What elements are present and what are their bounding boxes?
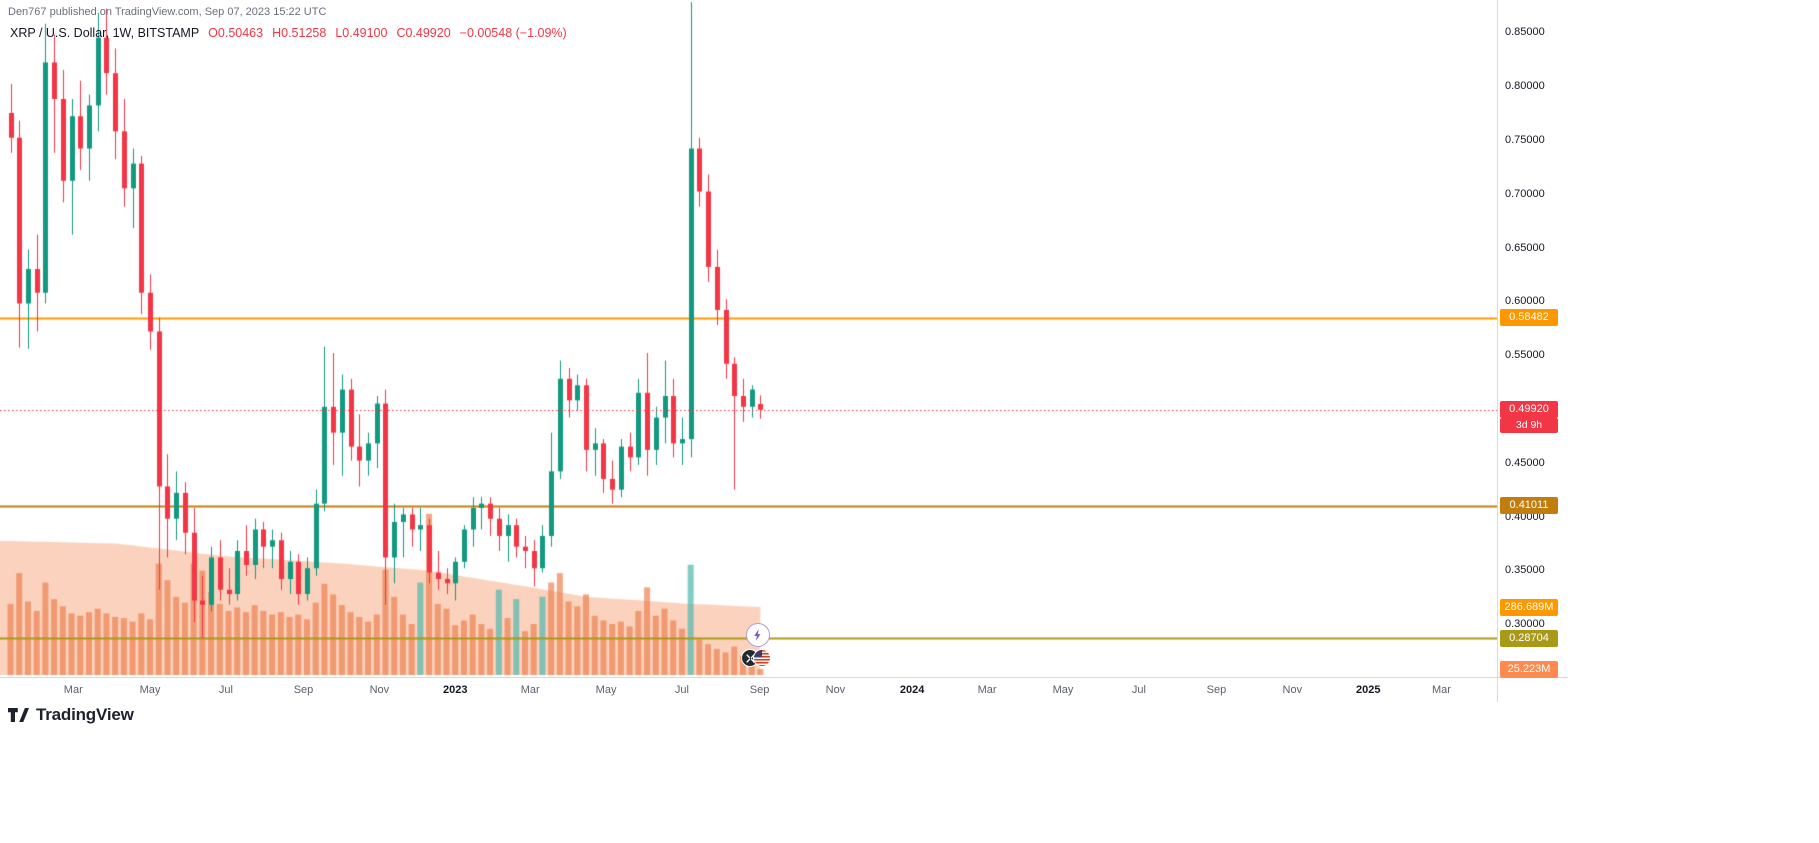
volume-badge: 25.223M xyxy=(1500,660,1558,678)
time-tick-label: Mar xyxy=(520,684,540,696)
tradingview-logo[interactable]: TradingView xyxy=(8,705,134,725)
level-price-badge: 0.41011 xyxy=(1500,497,1558,515)
price-tick-label: 0.80000 xyxy=(1505,80,1545,93)
time-tick-label: 2025 xyxy=(1355,684,1381,696)
chart-canvas[interactable] xyxy=(0,0,1497,678)
volume-badge: 286.689M xyxy=(1500,598,1558,616)
time-axis-separator xyxy=(0,677,1568,678)
time-tick-label: Jul xyxy=(1131,684,1146,696)
time-tick-label: Jul xyxy=(218,684,233,696)
level-price-badge: 0.28704 xyxy=(1500,629,1558,647)
time-tick-label: May xyxy=(595,684,617,696)
ohlc-low: L0.49100 xyxy=(335,26,388,40)
price-tick-label: 0.45000 xyxy=(1505,456,1545,469)
time-tick-label: Sep xyxy=(749,684,770,696)
instrument-pair-logo xyxy=(741,649,775,667)
price-tick-label: 0.65000 xyxy=(1505,241,1545,254)
price-axis-separator xyxy=(1497,0,1498,702)
time-tick-label: May xyxy=(1052,684,1074,696)
time-tick-label: Mar xyxy=(1431,684,1451,696)
level-price-badge: 0.58482 xyxy=(1500,309,1558,327)
ohlc-close: C0.49920 xyxy=(396,26,451,40)
price-tick-label: 0.60000 xyxy=(1505,295,1545,308)
change-value: −0.00548 (−1.09%) xyxy=(459,26,567,40)
countdown-badge: 3d 9h xyxy=(1500,418,1558,434)
time-tick-label: Nov xyxy=(369,684,390,696)
boost-icon[interactable] xyxy=(746,623,770,647)
price-tick-label: 0.75000 xyxy=(1505,133,1545,146)
ohlc-high: H0.51258 xyxy=(272,26,327,40)
price-tick-label: 0.55000 xyxy=(1505,349,1545,362)
chart-legend: XRP / U.S. Dollar, 1W, BITSTAMP O0.50463… xyxy=(10,26,567,40)
price-tick-label: 0.35000 xyxy=(1505,564,1545,577)
time-tick-label: Mar xyxy=(977,684,997,696)
time-tick-label: Sep xyxy=(293,684,314,696)
ohlc-open: O0.50463 xyxy=(208,26,264,40)
time-tick-label: Nov xyxy=(825,684,846,696)
attribution-text: Den767 published on TradingView.com, Sep… xyxy=(8,6,327,18)
last-price-badge: 0.49920 xyxy=(1500,401,1558,419)
time-tick-label: Sep xyxy=(1206,684,1227,696)
price-tick-label: 0.70000 xyxy=(1505,187,1545,200)
time-tick-label: Jul xyxy=(674,684,689,696)
time-tick-label: 2023 xyxy=(442,684,468,696)
symbol-title[interactable]: XRP / U.S. Dollar, 1W, BITSTAMP xyxy=(10,26,200,40)
time-tick-label: Nov xyxy=(1282,684,1303,696)
time-tick-label: Mar xyxy=(63,684,83,696)
usd-flag-icon xyxy=(753,649,771,667)
time-tick-label: 2024 xyxy=(899,684,925,696)
price-tick-label: 0.30000 xyxy=(1505,618,1545,631)
price-tick-label: 0.85000 xyxy=(1505,26,1545,39)
tradingview-logo-text: TradingView xyxy=(36,705,134,724)
tradingview-logo-icon xyxy=(8,708,29,722)
lightning-bolt-icon xyxy=(754,629,761,641)
time-tick-label: May xyxy=(139,684,161,696)
